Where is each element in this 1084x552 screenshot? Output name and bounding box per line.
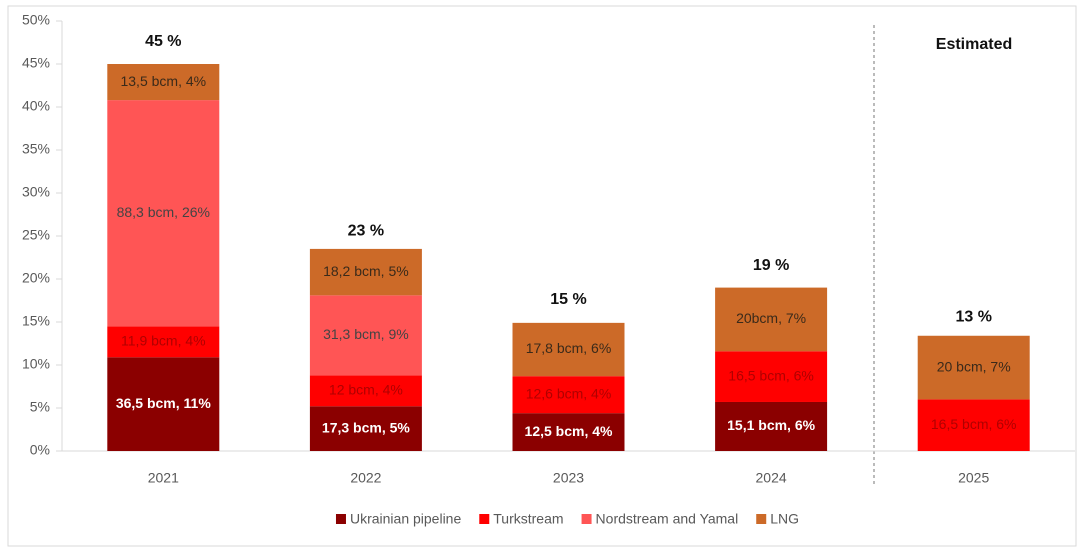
data-label: 15,1 bcm, 6%	[727, 417, 815, 433]
total-label: 19 %	[753, 257, 789, 274]
bar-segment	[512, 376, 625, 414]
data-label: 12,5 bcm, 4%	[525, 423, 613, 439]
x-tick-label: 2025	[958, 470, 989, 486]
bar-segment	[309, 295, 422, 376]
data-label: 18,2 bcm, 5%	[323, 263, 409, 279]
bar-segment	[309, 375, 422, 407]
bar-segment	[917, 335, 1030, 400]
legend-label: LNG	[770, 511, 799, 527]
y-tick-label: 0%	[30, 442, 50, 458]
bar-segment	[107, 326, 220, 358]
y-tick-label: 50%	[22, 12, 50, 28]
bar-segment	[309, 406, 422, 451]
y-tick-label: 40%	[22, 98, 50, 114]
y-tick-label: 15%	[22, 313, 50, 329]
x-tick-label: 2023	[553, 470, 584, 486]
data-label: 11,9 bcm, 4%	[121, 332, 206, 348]
bar-segment	[917, 399, 1030, 451]
data-label: 16,5 bcm, 6%	[728, 367, 814, 383]
total-label: 13 %	[955, 308, 991, 325]
data-label: 13,5 bcm, 4%	[120, 73, 206, 89]
x-tick-label: 2021	[148, 470, 179, 486]
y-tick-label: 35%	[22, 141, 50, 157]
legend-swatch	[756, 514, 767, 524]
data-label: 17,3 bcm, 5%	[322, 419, 410, 435]
bar-segment	[107, 357, 220, 451]
y-tick-label: 10%	[22, 356, 50, 372]
legend-label: Ukrainian pipeline	[350, 511, 462, 527]
legend-swatch	[479, 514, 490, 524]
bar-segment	[107, 100, 220, 327]
bar-segment	[715, 351, 828, 402]
legend-swatch	[581, 514, 592, 524]
legend-label: Nordstream and Yamal	[596, 511, 739, 527]
annotation: Estimated	[936, 36, 1012, 53]
total-label: 23 %	[348, 222, 384, 239]
data-label: 16,5 bcm, 6%	[931, 416, 1017, 432]
y-tick-label: 20%	[22, 270, 50, 286]
bar-segment	[107, 64, 220, 101]
y-tick-label: 30%	[22, 184, 50, 200]
data-label: 12 bcm, 4%	[329, 382, 403, 398]
data-label: 12,6 bcm, 4%	[526, 385, 612, 401]
data-label: 31,3 bcm, 9%	[323, 326, 409, 342]
legend-swatch	[335, 514, 346, 524]
bar-segment	[512, 413, 625, 451]
bar-segment	[512, 322, 625, 377]
y-tick-label: 25%	[22, 227, 50, 243]
total-label: 15 %	[550, 291, 586, 308]
total-label: 45 %	[145, 33, 181, 50]
data-label: 20 bcm, 7%	[937, 358, 1011, 374]
x-tick-label: 2024	[756, 470, 787, 486]
y-tick-label: 45%	[22, 55, 50, 71]
legend-label: Turkstream	[493, 511, 563, 527]
bar-segment	[309, 248, 422, 296]
y-tick-label: 5%	[30, 399, 50, 415]
bar-segment	[715, 287, 828, 352]
data-label: 36,5 bcm, 11%	[116, 395, 212, 411]
bar-segment	[715, 401, 828, 451]
data-label: 17,8 bcm, 6%	[526, 340, 612, 356]
data-label: 88,3 bcm, 26%	[117, 204, 210, 220]
x-tick-label: 2022	[350, 470, 381, 486]
data-label: 20bcm, 7%	[736, 310, 806, 326]
